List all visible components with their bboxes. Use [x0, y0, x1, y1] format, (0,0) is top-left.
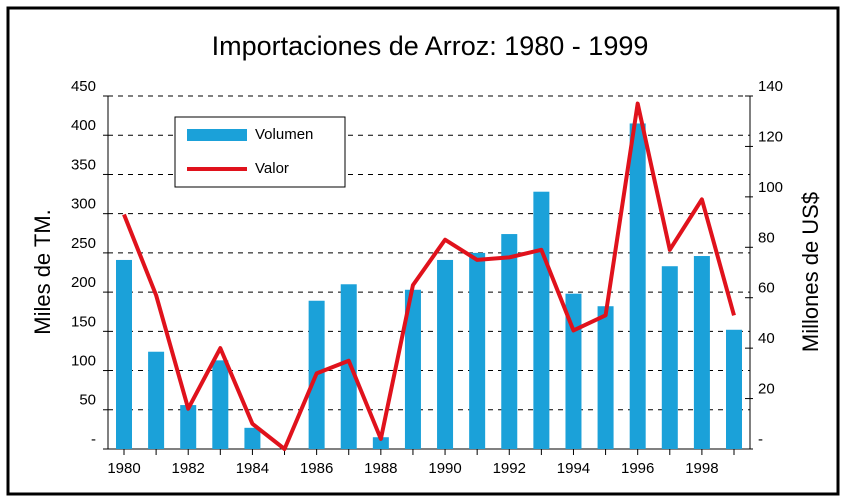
chart-title: Importaciones de Arroz: 1980 - 1999 — [212, 31, 649, 61]
x-tick-label: 1986 — [300, 460, 333, 477]
y2-tick-label: 20 — [758, 381, 775, 398]
y-tick-label: 350 — [71, 156, 96, 173]
legend-label: Volumen — [255, 126, 313, 143]
y2-tick-label: 140 — [758, 78, 783, 95]
bar — [533, 191, 550, 450]
y-tick-label: 150 — [71, 313, 96, 330]
y-tick-label: 450 — [71, 78, 96, 95]
x-tick-label: 1982 — [172, 460, 205, 477]
y-tick-label: 300 — [71, 196, 96, 213]
bar — [116, 259, 132, 449]
x-tick-label: 1994 — [557, 460, 590, 477]
frame — [6, 6, 840, 496]
x-tick-label: 1996 — [621, 460, 654, 477]
y-tick-label: 50 — [79, 392, 96, 409]
x-tick-label: 1988 — [364, 460, 397, 477]
bar — [244, 427, 261, 449]
y2-axis-label: Millones de US$ — [798, 192, 823, 352]
bar — [469, 252, 486, 449]
y-tick-label: 200 — [71, 274, 96, 291]
legend-label: Valor — [255, 160, 289, 177]
bar — [212, 360, 229, 449]
legend-box — [174, 116, 346, 188]
y-tick-label: 100 — [71, 353, 96, 370]
bar — [501, 234, 518, 449]
x-tick-label: 1980 — [107, 460, 140, 477]
y-tick-label: 400 — [71, 117, 96, 134]
y2-tick-label: 40 — [758, 330, 775, 347]
x-tick-label: 1998 — [685, 460, 718, 477]
bar — [404, 289, 421, 449]
x-tick-label: 1992 — [493, 460, 526, 477]
bar — [340, 284, 357, 449]
bar — [597, 306, 614, 449]
bar — [661, 266, 678, 449]
y-tick-label: 250 — [71, 235, 96, 252]
x-tick-label: 1984 — [236, 460, 269, 477]
bar — [148, 351, 165, 449]
y2-tick-label: 120 — [758, 128, 783, 145]
y2-tick-label: 60 — [758, 280, 775, 297]
y2-tick-label: 80 — [758, 229, 775, 246]
bar — [180, 405, 197, 449]
bar — [372, 437, 389, 449]
bar — [629, 123, 646, 449]
x-tick-label: 1990 — [428, 460, 461, 477]
bar — [437, 259, 454, 449]
y2-tick-label: 100 — [758, 179, 783, 196]
y-tick-label: - — [91, 431, 96, 448]
bar — [693, 256, 710, 449]
bar — [565, 293, 582, 449]
legend-swatch — [187, 129, 247, 141]
bar — [726, 329, 742, 449]
y-axis-label: Miles de TM. — [30, 209, 55, 335]
line — [122, 101, 736, 451]
y2-tick-label: - — [758, 431, 763, 448]
